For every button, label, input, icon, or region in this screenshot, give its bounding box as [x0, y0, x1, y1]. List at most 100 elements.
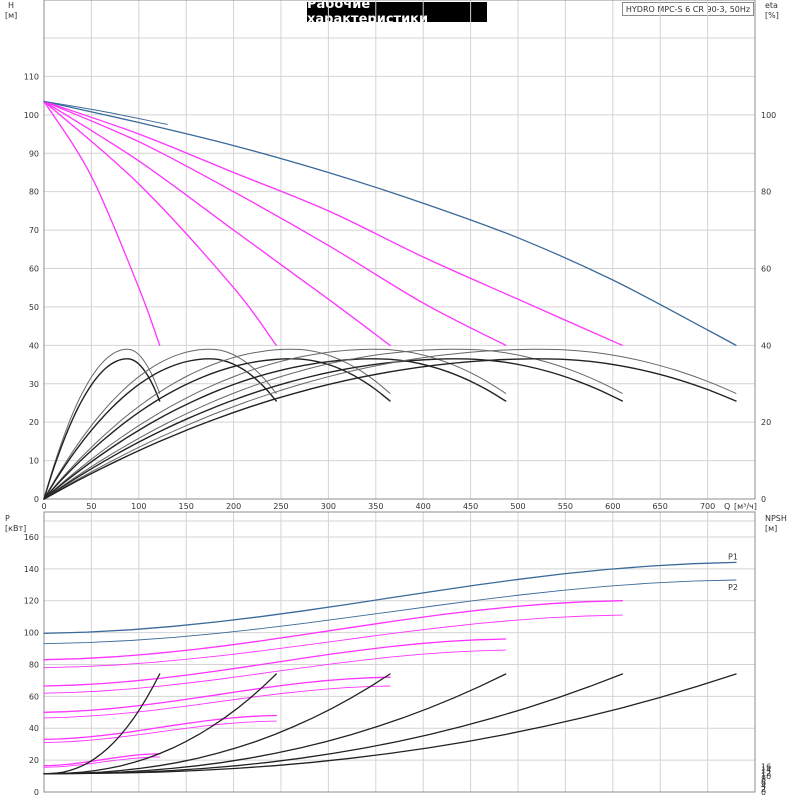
eta-curve [43, 358, 161, 500]
y-left-tick-label: 100 [24, 111, 39, 120]
npsh-curve [43, 673, 737, 775]
eta-curve [43, 358, 391, 500]
y-left-tick-label: 90 [29, 149, 39, 158]
head-curve [43, 100, 737, 346]
power-curve-p1 [43, 676, 391, 713]
npsh-curve [43, 673, 391, 775]
y-right-tick-label: 6 [761, 778, 766, 787]
power-curve-p2 [43, 579, 737, 645]
head-envelope [43, 100, 168, 125]
chart-title-box: Рабочие характеристики [307, 0, 487, 27]
y-left-axis-label: H [8, 1, 14, 10]
power-curve-p2 [43, 614, 623, 669]
x-tick-label: 150 [179, 502, 194, 511]
x-tick-label: 350 [368, 502, 383, 511]
power-curve-p2 [43, 756, 161, 768]
y-right-tick-label: 16 [761, 762, 771, 771]
y-right-tick-label: 14 [761, 766, 771, 775]
eta-curve [43, 348, 737, 500]
series-label-p1: P1 [728, 552, 738, 561]
power-curve-p1 [43, 561, 737, 635]
y-left-tick-label: 80 [29, 188, 39, 197]
y-right-axis-label: NPSH [765, 514, 787, 523]
y-right-tick-label: 20 [761, 418, 771, 427]
y-left-tick-label: 60 [29, 265, 39, 274]
head-curve [43, 100, 161, 346]
series-label-p2: P2 [728, 583, 738, 592]
x-tick-label: 50 [86, 502, 96, 511]
power-curve-p1 [43, 753, 161, 767]
eta-curve [43, 358, 623, 500]
x-axis-unit: [м³/ч] [734, 502, 757, 511]
x-tick-label: 700 [700, 502, 715, 511]
x-tick-label: 600 [605, 502, 620, 511]
eta-curve [43, 348, 391, 500]
power-curve-p2 [43, 685, 391, 719]
y-right-tick-label: 2 [761, 785, 766, 794]
x-tick-label: 300 [321, 502, 336, 511]
y-right-axis-unit: [м] [765, 524, 777, 533]
y-left-tick-label: 0 [34, 495, 39, 504]
head-curve [43, 100, 391, 346]
eta-curve [43, 348, 161, 500]
y-right-tick-label: 100 [761, 111, 776, 120]
y-right-tick-label: 0 [761, 788, 766, 797]
y-left-axis-unit: [кВт] [5, 524, 26, 533]
y-left-tick-label: 60 [29, 692, 39, 701]
plot-frame-bottom [43, 511, 756, 793]
eta-curve [43, 348, 623, 500]
eta-curve [43, 358, 737, 500]
x-tick-label: 500 [510, 502, 525, 511]
x-tick-label: 0 [41, 502, 46, 511]
y-left-tick-label: 30 [29, 380, 39, 389]
model-label-box: HYDRO MPC-S 6 CR 90-3, 50Hz [622, 2, 754, 16]
head-curve [43, 100, 623, 346]
y-right-tick-label: 12 [761, 769, 771, 778]
x-tick-label: 250 [273, 502, 288, 511]
y-left-tick-label: 160 [24, 533, 39, 542]
y-right-axis-unit: [%] [765, 11, 779, 20]
y-left-tick-label: 120 [24, 597, 39, 606]
y-left-tick-label: 140 [24, 565, 39, 574]
y-left-tick-label: 70 [29, 226, 39, 235]
npsh-curve [43, 673, 277, 775]
y-left-tick-label: 20 [29, 756, 39, 765]
power-curve-p1 [43, 714, 277, 741]
y-left-tick-label: 50 [29, 303, 39, 312]
y-left-tick-label: 40 [29, 341, 39, 350]
x-tick-label: 650 [653, 502, 668, 511]
y-right-tick-label: 0 [761, 495, 766, 504]
power-curve-p2 [43, 649, 507, 694]
x-tick-label: 200 [226, 502, 241, 511]
y-right-tick-label: 4 [761, 782, 766, 791]
y-left-axis-unit: [м] [5, 11, 17, 20]
power-curve-p2 [43, 720, 277, 744]
y-left-tick-label: 80 [29, 660, 39, 669]
y-left-tick-label: 20 [29, 418, 39, 427]
x-tick-label: 550 [558, 502, 573, 511]
plot-frame-top [43, 0, 756, 500]
eta-curve [43, 358, 507, 500]
x-tick-label: 450 [463, 502, 478, 511]
y-right-tick-label: 80 [761, 188, 771, 197]
power-curve-p1 [43, 600, 623, 661]
y-right-tick-label: 40 [761, 341, 771, 350]
head-curve [43, 100, 507, 346]
head-curve [43, 100, 277, 346]
y-left-tick-label: 100 [24, 629, 39, 638]
y-left-tick-label: 110 [24, 72, 39, 81]
x-tick-label: 100 [131, 502, 146, 511]
chart-title: Рабочие характеристики [307, 0, 429, 27]
npsh-curve [43, 673, 161, 775]
y-left-tick-label: 10 [29, 457, 39, 466]
y-right-tick-label: 10 [761, 772, 771, 781]
y-left-tick-label: 0 [34, 788, 39, 797]
power-curve-p1 [43, 638, 507, 687]
y-right-axis-label: eta [765, 1, 778, 10]
x-tick-label: 400 [416, 502, 431, 511]
y-right-tick-label: 8 [761, 775, 766, 784]
x-axis-label: Q [724, 502, 730, 511]
eta-curve [43, 358, 277, 500]
